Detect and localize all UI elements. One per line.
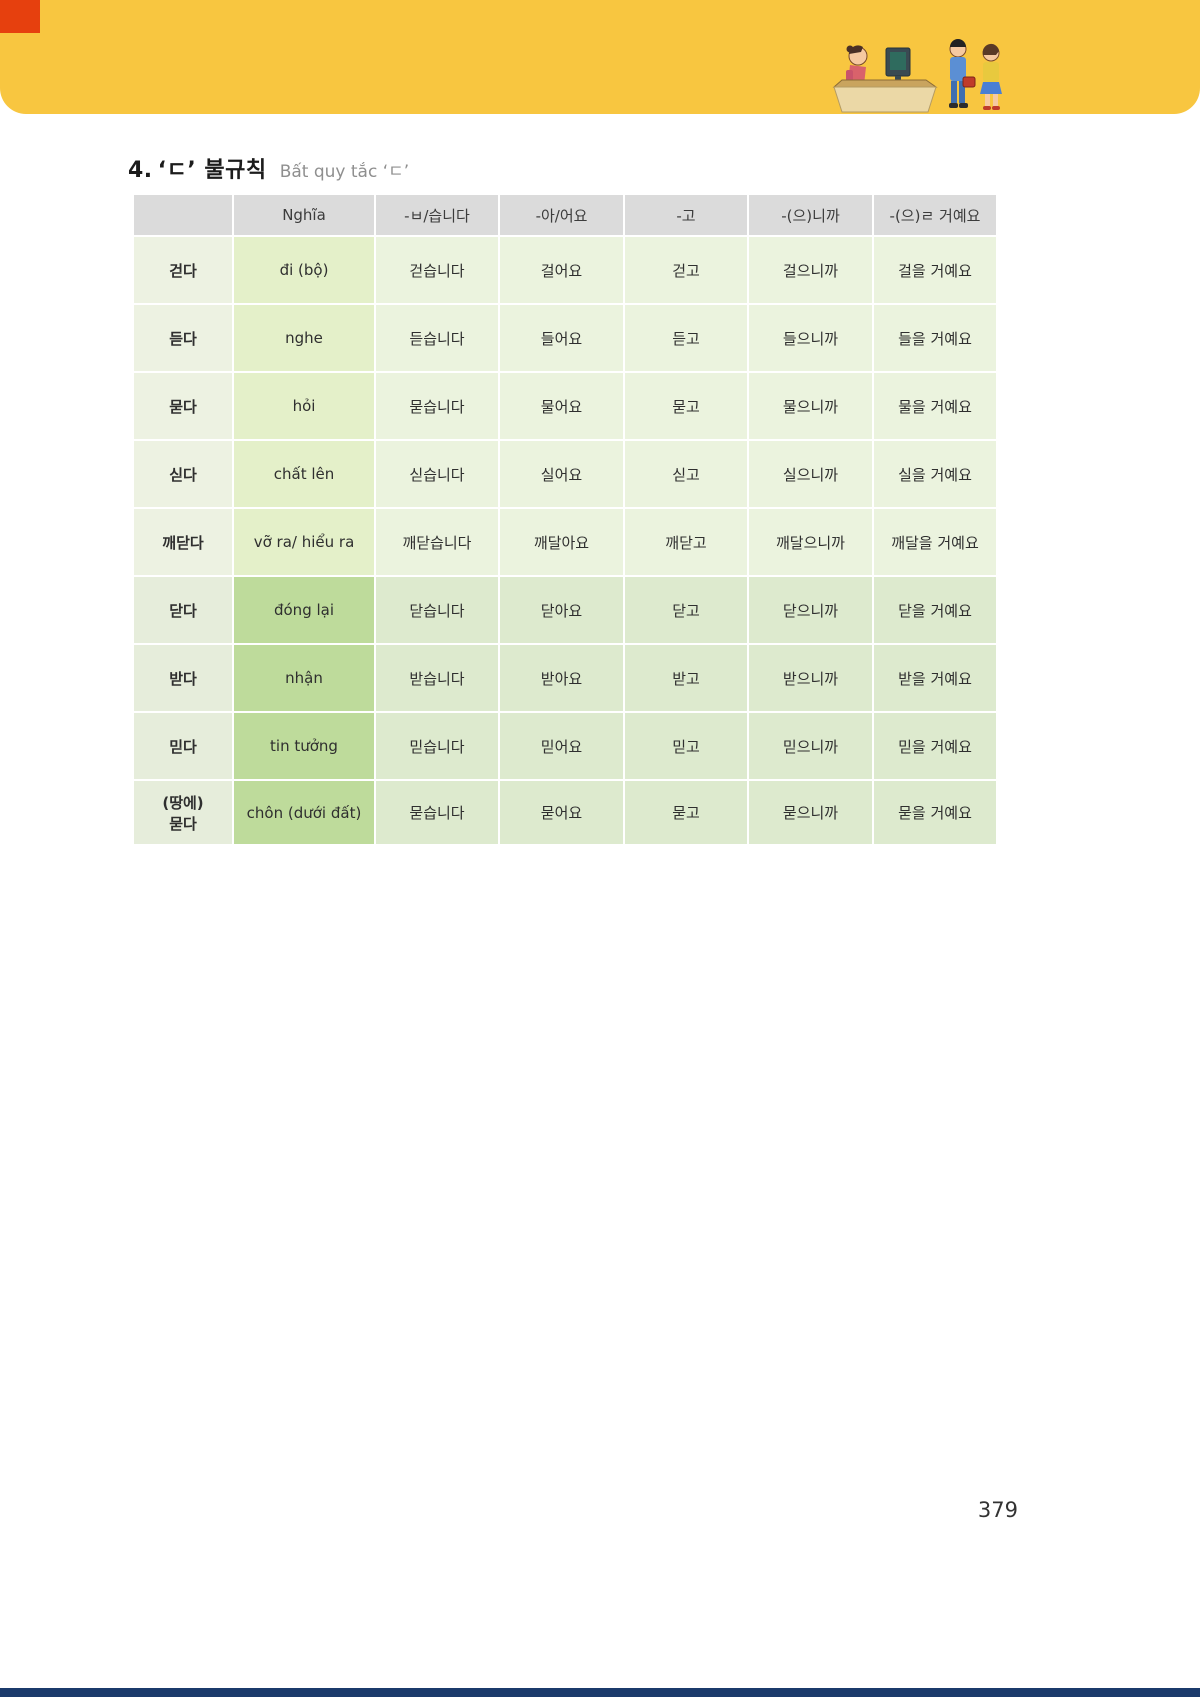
conjugation-cell: 묻어요 xyxy=(500,781,623,844)
meaning-cell: vỡ ra/ hiểu ra xyxy=(234,509,374,575)
meaning-cell: tin tưởng xyxy=(234,713,374,779)
verb-cell: 닫다 xyxy=(134,577,232,643)
verb-cell: (땅에) 묻다 xyxy=(134,781,232,844)
table-row: 묻다 hỏi 묻습니다 물어요 묻고 물으니까 물을 거예요 xyxy=(134,373,996,439)
conjugation-cell: 깨달아요 xyxy=(500,509,623,575)
conjugation-table-wrap: Nghĩa -ㅂ/습니다 -아/어요 -고 -(으)니까 -(으)ㄹ 거예요 걷… xyxy=(132,193,998,846)
meaning-cell: chất lên xyxy=(234,441,374,507)
conjugation-cell: 믿습니다 xyxy=(376,713,498,779)
conjugation-cell: 받아요 xyxy=(500,645,623,711)
meaning-cell: hỏi xyxy=(234,373,374,439)
footer-bar xyxy=(0,1688,1200,1697)
conjugation-cell: 닫고 xyxy=(625,577,747,643)
verb-cell: 싣다 xyxy=(134,441,232,507)
header-cell-meaning: Nghĩa xyxy=(234,195,374,235)
conjugation-cell: 물으니까 xyxy=(749,373,872,439)
conjugation-cell: 묻을 거예요 xyxy=(874,781,996,844)
conjugation-cell: 물어요 xyxy=(500,373,623,439)
conjugation-cell: 닫을 거예요 xyxy=(874,577,996,643)
conjugation-cell: 묻고 xyxy=(625,781,747,844)
conjugation-cell: 받고 xyxy=(625,645,747,711)
conjugation-cell: 받으니까 xyxy=(749,645,872,711)
conjugation-cell: 실으니까 xyxy=(749,441,872,507)
table-row: 싣다 chất lên 싣습니다 실어요 싣고 실으니까 실을 거예요 xyxy=(134,441,996,507)
table-row: (땅에) 묻다 chôn (dưới đất) 묻습니다 묻어요 묻고 묻으니까… xyxy=(134,781,996,844)
conjugation-cell: 깨닫습니다 xyxy=(376,509,498,575)
table-row: 걷다 đi (bộ) 걷습니다 걸어요 걷고 걸으니까 걸을 거예요 xyxy=(134,237,996,303)
top-yellow-band xyxy=(0,0,1200,114)
conjugation-cell: 실어요 xyxy=(500,441,623,507)
conjugation-cell: 걸을 거예요 xyxy=(874,237,996,303)
section-title-vietnamese: Bất quy tắc ‘ㄷ’ xyxy=(279,162,410,182)
conjugation-cell: 들어요 xyxy=(500,305,623,371)
section-title-number: 4. xyxy=(128,158,153,183)
header-cell-eunikka: -(으)니까 xyxy=(749,195,872,235)
table-row: 받다 nhận 받습니다 받아요 받고 받으니까 받을 거예요 xyxy=(134,645,996,711)
conjugation-cell: 묻습니다 xyxy=(376,781,498,844)
header-cell-ayeoyo: -아/어요 xyxy=(500,195,623,235)
conjugation-cell: 걷습니다 xyxy=(376,237,498,303)
conjugation-cell: 묻으니까 xyxy=(749,781,872,844)
meaning-cell: đóng lại xyxy=(234,577,374,643)
conjugation-cell: 걸으니까 xyxy=(749,237,872,303)
illustration-people-at-desk xyxy=(832,39,1002,113)
corner-tab xyxy=(0,0,40,33)
conjugation-cell: 믿어요 xyxy=(500,713,623,779)
computer-monitor xyxy=(885,47,911,82)
verb-cell: 걷다 xyxy=(134,237,232,303)
conjugation-cell: 듣습니다 xyxy=(376,305,498,371)
conjugation-cell: 닫으니까 xyxy=(749,577,872,643)
header-cell-sumnida: -ㅂ/습니다 xyxy=(376,195,498,235)
conjugation-cell: 받을 거예요 xyxy=(874,645,996,711)
conjugation-table: Nghĩa -ㅂ/습니다 -아/어요 -고 -(으)니까 -(으)ㄹ 거예요 걷… xyxy=(132,193,998,846)
conjugation-cell: 깨달을 거예요 xyxy=(874,509,996,575)
conjugation-cell: 묻습니다 xyxy=(376,373,498,439)
conjugation-cell: 실을 거예요 xyxy=(874,441,996,507)
conjugation-cell: 믿으니까 xyxy=(749,713,872,779)
conjugation-cell: 걸어요 xyxy=(500,237,623,303)
header-cell-verb xyxy=(134,195,232,235)
conjugation-cell: 들으니까 xyxy=(749,305,872,371)
conjugation-cell: 받습니다 xyxy=(376,645,498,711)
meaning-cell: nhận xyxy=(234,645,374,711)
conjugation-cell: 걷고 xyxy=(625,237,747,303)
conjugation-cell: 깨달으니까 xyxy=(749,509,872,575)
conjugation-cell: 닫습니다 xyxy=(376,577,498,643)
conjugation-cell: 물을 거예요 xyxy=(874,373,996,439)
conjugation-cell: 듣고 xyxy=(625,305,747,371)
header-cell-go: -고 xyxy=(625,195,747,235)
meaning-cell: đi (bộ) xyxy=(234,237,374,303)
conjugation-cell: 묻고 xyxy=(625,373,747,439)
table-row: 듣다 nghe 듣습니다 들어요 듣고 들으니까 들을 거예요 xyxy=(134,305,996,371)
conjugation-cell: 들을 거예요 xyxy=(874,305,996,371)
verb-cell: 깨닫다 xyxy=(134,509,232,575)
page-number: 379 xyxy=(977,1498,1018,1522)
meaning-cell: chôn (dưới đất) xyxy=(234,781,374,844)
conjugation-cell: 닫아요 xyxy=(500,577,623,643)
section-title-korean: ‘ㄷ’ 불규칙 xyxy=(157,158,267,183)
standing-man xyxy=(949,39,976,108)
meaning-cell: nghe xyxy=(234,305,374,371)
section-title: 4. ‘ㄷ’ 불규칙 Bất quy tắc ‘ㄷ’ xyxy=(128,152,409,184)
verb-cell: 받다 xyxy=(134,645,232,711)
conjugation-cell: 싣고 xyxy=(625,441,747,507)
conjugation-cell: 싣습니다 xyxy=(376,441,498,507)
table-row: 깨닫다 vỡ ra/ hiểu ra 깨닫습니다 깨달아요 깨닫고 깨달으니까 … xyxy=(134,509,996,575)
table-row: 닫다 đóng lại 닫습니다 닫아요 닫고 닫으니까 닫을 거예요 xyxy=(134,577,996,643)
verb-cell: 듣다 xyxy=(134,305,232,371)
standing-woman xyxy=(980,43,1002,110)
desk xyxy=(832,79,938,113)
verb-cell: 믿다 xyxy=(134,713,232,779)
conjugation-cell: 믿고 xyxy=(625,713,747,779)
header-row: Nghĩa -ㅂ/습니다 -아/어요 -고 -(으)니까 -(으)ㄹ 거예요 xyxy=(134,195,996,235)
table-row: 믿다 tin tưởng 믿습니다 믿어요 믿고 믿으니까 믿을 거예요 xyxy=(134,713,996,779)
header-cell-eulgeoyeyo: -(으)ㄹ 거예요 xyxy=(874,195,996,235)
conjugation-cell: 깨닫고 xyxy=(625,509,747,575)
conjugation-cell: 믿을 거예요 xyxy=(874,713,996,779)
verb-cell: 묻다 xyxy=(134,373,232,439)
